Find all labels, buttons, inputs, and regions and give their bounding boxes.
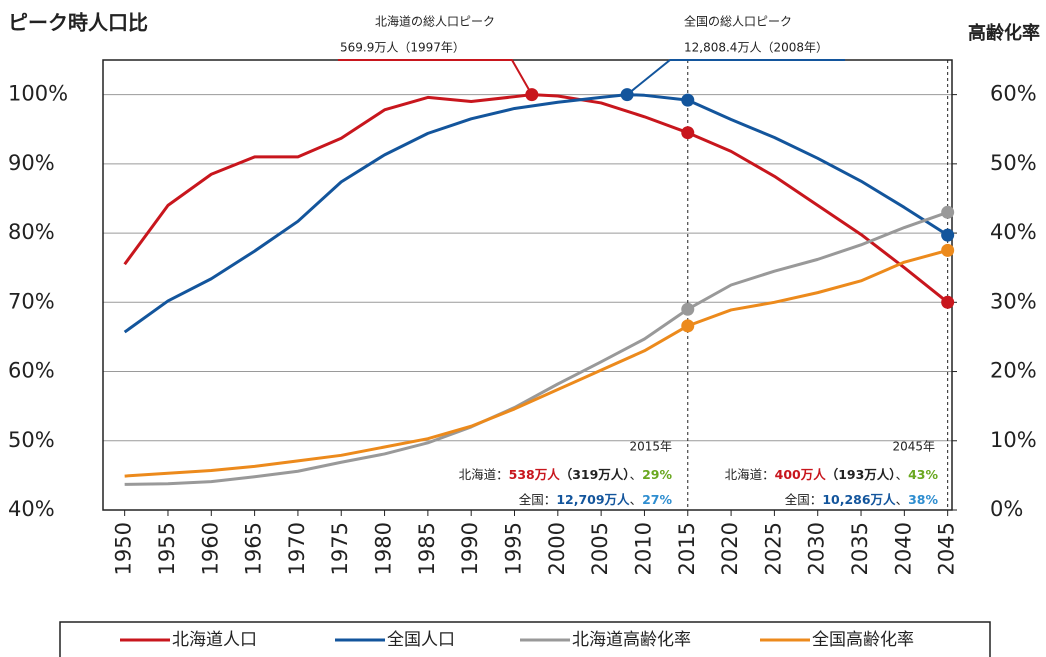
legend-label: 全国高齢化率 bbox=[812, 630, 914, 650]
y2-tick-label: 40% bbox=[990, 220, 1037, 244]
x-tick-label: 2030 bbox=[805, 522, 829, 575]
annotation-year: 2015年 bbox=[629, 440, 672, 454]
annotation-text: 569.9万人（1997年） bbox=[340, 41, 465, 55]
x-tick-label: 2005 bbox=[588, 522, 612, 575]
info-label: 全国： bbox=[785, 492, 823, 507]
x-tick-label: 1980 bbox=[372, 522, 396, 575]
info-sub: （193万人） bbox=[826, 467, 896, 482]
point-marker bbox=[681, 302, 695, 316]
leader-line bbox=[338, 59, 533, 96]
x-tick-label: 2025 bbox=[761, 522, 785, 575]
info-pop: 400万人 bbox=[775, 467, 827, 482]
y2-tick-label: 10% bbox=[990, 428, 1037, 452]
legend-box bbox=[59, 621, 991, 657]
point-marker bbox=[525, 88, 539, 102]
leader-line bbox=[626, 59, 845, 96]
x-tick-label: 2045 bbox=[935, 522, 959, 575]
series-line bbox=[123, 93, 949, 304]
point-marker bbox=[941, 295, 955, 309]
point-marker bbox=[681, 126, 695, 140]
annotation-title: 全国の総人口ピーク bbox=[684, 14, 792, 29]
series-line bbox=[123, 93, 949, 334]
info-label: 全国： bbox=[519, 492, 557, 507]
x-tick-label: 1955 bbox=[155, 522, 179, 575]
annotation-title: 北海道の総人口ピーク bbox=[375, 14, 495, 29]
y-tick-label: 70% bbox=[8, 289, 55, 313]
y2-tick-label: 0% bbox=[990, 497, 1023, 521]
info-rate: 29% bbox=[642, 467, 672, 482]
y-tick-label: 100% bbox=[8, 82, 68, 106]
x-tick-label: 2010 bbox=[631, 522, 655, 575]
info-pop: 538万人 bbox=[509, 467, 561, 482]
info-line: 北海道：400万人（193万人）、43% bbox=[725, 467, 939, 482]
grid bbox=[103, 94, 952, 511]
x-tick-label: 2015 bbox=[675, 522, 699, 575]
info-rate: 43% bbox=[908, 467, 938, 482]
info-rate: 38% bbox=[908, 492, 938, 507]
point-marker bbox=[620, 88, 634, 102]
plot-frame bbox=[102, 59, 953, 511]
y-tick-label: 60% bbox=[8, 359, 55, 383]
point-marker bbox=[941, 228, 955, 242]
info-rate: 27% bbox=[642, 492, 672, 507]
x-tick-label: 2000 bbox=[545, 522, 569, 575]
info-sep: 、 bbox=[630, 467, 643, 482]
y-tick-label: 80% bbox=[8, 220, 55, 244]
x-tick-label: 2035 bbox=[848, 522, 872, 575]
info-sep: 、 bbox=[896, 467, 909, 482]
x-tick-label: 1950 bbox=[112, 522, 136, 575]
annotation-text: 12,808.4万人（2008年） bbox=[684, 41, 828, 55]
y2-tick-label: 20% bbox=[990, 359, 1037, 383]
x-tick-label: 1985 bbox=[415, 522, 439, 575]
y-tick-label: 40% bbox=[8, 497, 55, 521]
info-sep: 、 bbox=[630, 492, 643, 507]
info-sep: 、 bbox=[896, 492, 909, 507]
info-label: 北海道： bbox=[459, 467, 509, 482]
info-line: 北海道：538万人（319万人）、29% bbox=[459, 467, 673, 482]
info-pop: 10,286万人 bbox=[822, 492, 896, 507]
point-marker bbox=[681, 93, 695, 107]
x-tick-label: 1970 bbox=[285, 522, 309, 575]
x-tick-label: 1990 bbox=[458, 522, 482, 575]
info-line: 全国：10,286万人、38% bbox=[785, 492, 939, 507]
series-line bbox=[124, 248, 949, 478]
y2-title: 高齢化率 bbox=[968, 22, 1040, 44]
legend-label: 北海道高齢化率 bbox=[572, 630, 691, 650]
info-line: 全国：12,709万人、27% bbox=[519, 492, 673, 507]
y-tick-label: 90% bbox=[8, 151, 55, 175]
point-marker bbox=[941, 205, 955, 219]
x-tick-label: 1960 bbox=[198, 522, 222, 575]
x-tick-label: 2020 bbox=[718, 522, 742, 575]
series-line bbox=[124, 210, 949, 486]
x-tick-label: 1995 bbox=[502, 522, 526, 575]
legend-label: 北海道人口 bbox=[172, 630, 257, 650]
legend-label: 全国人口 bbox=[387, 630, 455, 650]
point-marker bbox=[941, 243, 955, 257]
y-tick-label: 50% bbox=[8, 428, 55, 452]
y2-tick-label: 30% bbox=[990, 289, 1037, 313]
info-pop: 12,709万人 bbox=[556, 492, 630, 507]
y2-tick-label: 60% bbox=[990, 82, 1037, 106]
info-label: 北海道： bbox=[725, 467, 775, 482]
x-tick-label: 2040 bbox=[891, 522, 915, 575]
x-tick-label: 1975 bbox=[328, 522, 352, 575]
info-sub: （319万人） bbox=[560, 467, 630, 482]
chart-title: ピーク時人口比 bbox=[8, 11, 148, 35]
y2-tick-label: 50% bbox=[990, 151, 1037, 175]
x-tick-label: 1965 bbox=[242, 522, 266, 575]
point-marker bbox=[681, 319, 695, 333]
annotation-year: 2045年 bbox=[892, 440, 935, 454]
